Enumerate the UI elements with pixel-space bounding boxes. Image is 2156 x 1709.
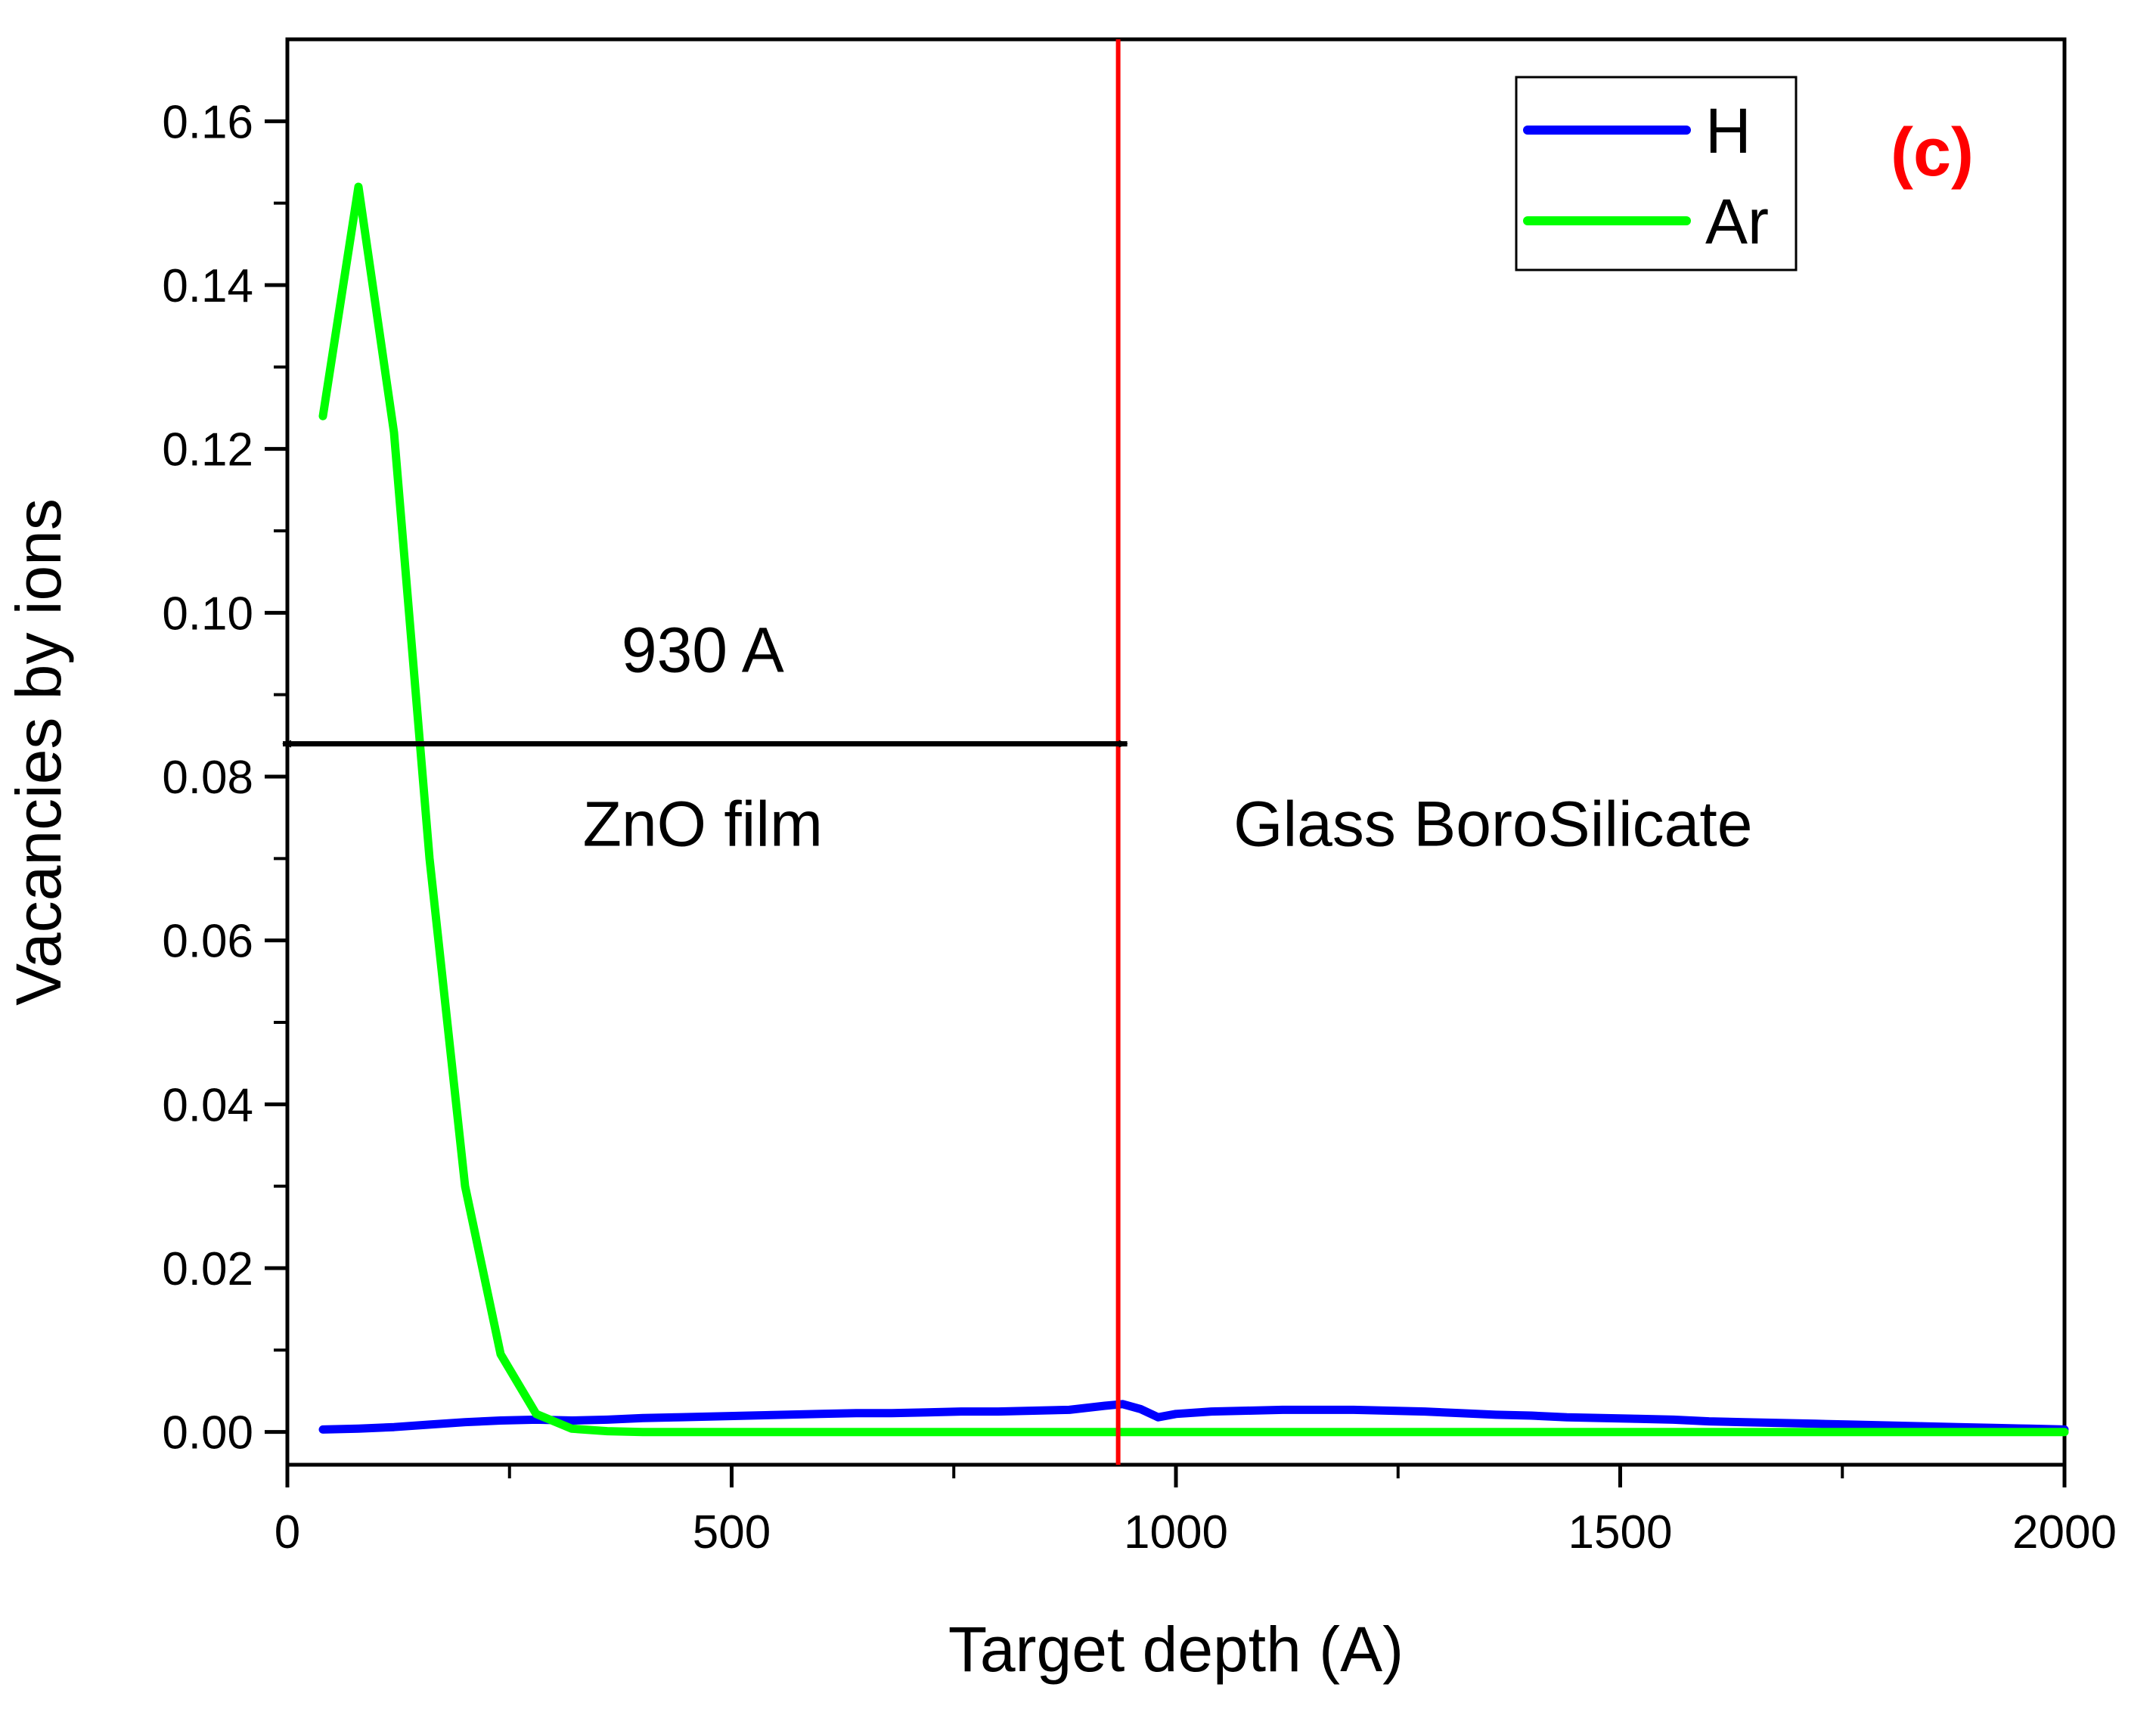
series-line-ar	[318, 182, 2069, 1437]
y-tick-label: 0.04	[162, 1079, 253, 1131]
legend-box	[1515, 76, 1798, 271]
y-tick-label: 0.00	[162, 1407, 253, 1459]
film-label: ZnO film	[583, 789, 823, 860]
x-tick-label: 500	[693, 1506, 771, 1559]
y-tick-label: 0.10	[162, 588, 253, 640]
plot-area: 0 500 1000 1500 2000 0.00 0.02 0.04 0.06 0.08 0.1…	[162, 37, 2117, 1559]
plot-frame	[285, 37, 2067, 1467]
x-tick-label: 0	[275, 1506, 300, 1559]
legend: H Ar	[1515, 76, 1798, 271]
y-axis-ticks: 0.00 0.02 0.04 0.06 0.08 0.10 0.12 0.14 0.16	[162, 96, 287, 1459]
series-line-h	[318, 1400, 2069, 1434]
y-tick-label: 0.12	[162, 424, 253, 476]
y-tick-label: 0.08	[162, 752, 253, 804]
y-tick-label: 0.14	[162, 260, 253, 312]
thickness-label: 930 A	[622, 615, 784, 686]
panel-label: (c)	[1891, 115, 1974, 191]
y-tick-label: 0.06	[162, 916, 253, 968]
x-axis-ticks: 0 500 1000 1500 2000	[275, 1465, 2117, 1559]
y-axis-title: Vacancies by ions	[3, 498, 74, 1006]
y-tick-label: 0.16	[162, 96, 253, 148]
x-axis-title: Target depth (A)	[948, 1614, 1404, 1685]
legend-label-ar: Ar	[1705, 186, 1769, 257]
series-group	[318, 182, 2069, 1437]
legend-label-h: H	[1705, 95, 1751, 166]
substrate-label: Glass BoroSilicate	[1233, 789, 1752, 860]
x-tick-label: 2000	[2012, 1506, 2117, 1559]
x-tick-label: 1500	[1568, 1506, 1673, 1559]
y-tick-label: 0.02	[162, 1243, 253, 1295]
x-tick-label: 1000	[1124, 1506, 1228, 1559]
